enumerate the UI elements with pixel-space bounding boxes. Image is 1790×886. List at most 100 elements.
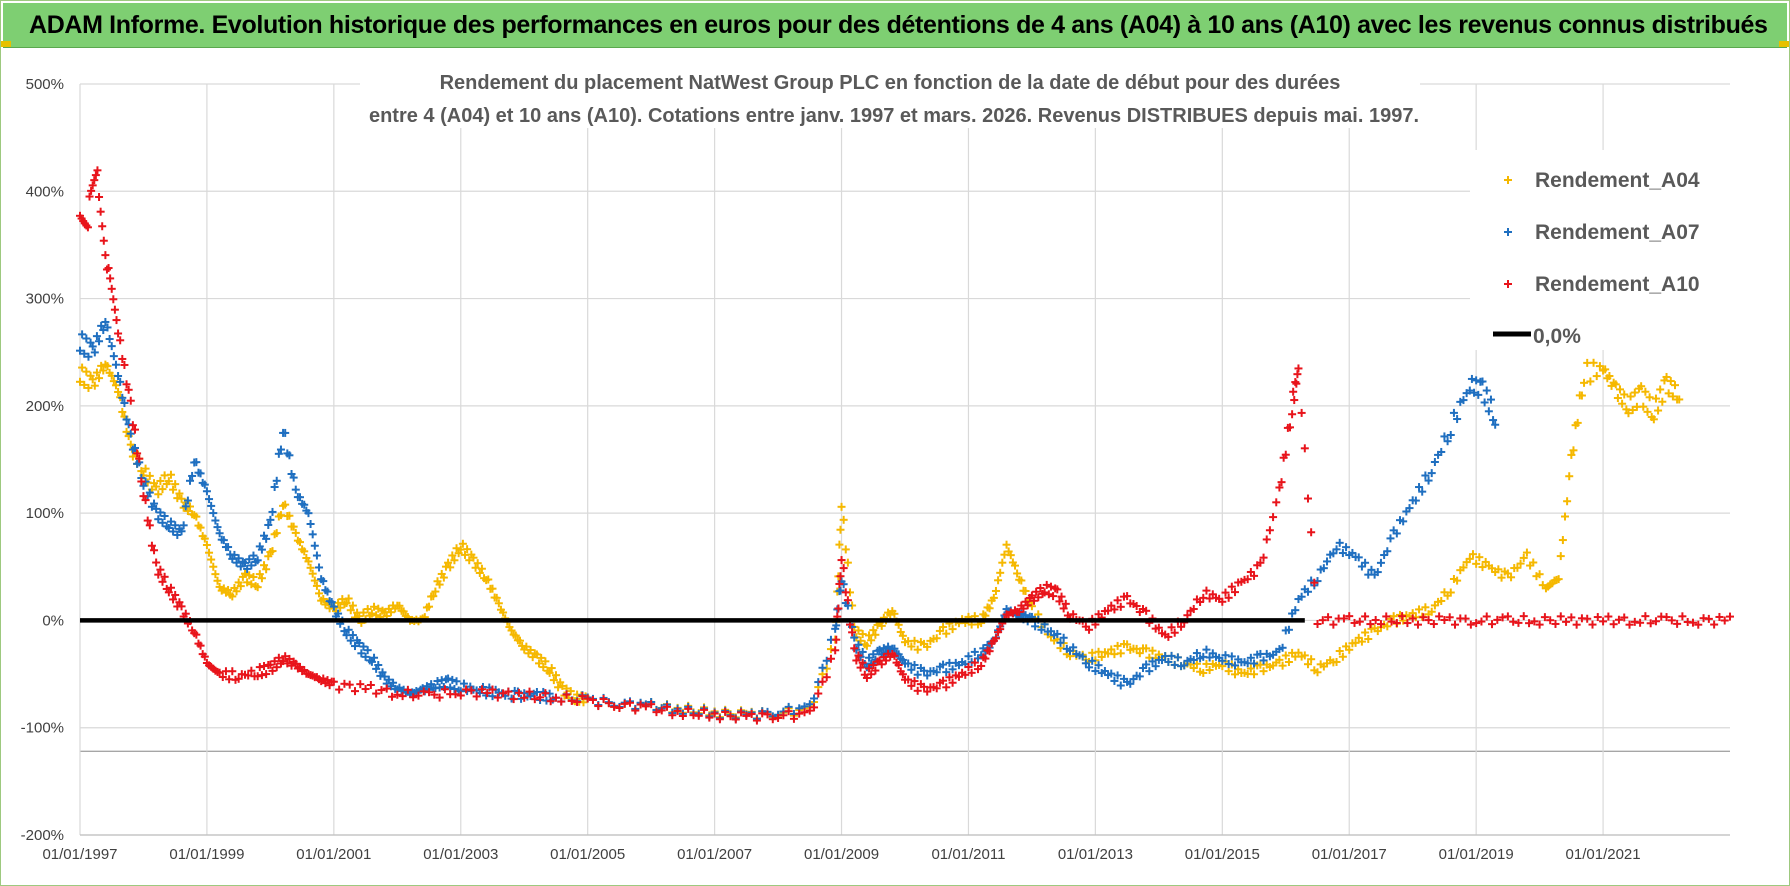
rendement-a10-point <box>96 207 105 216</box>
rendement-a10-point <box>356 680 365 689</box>
rendement-a10-point <box>865 664 874 673</box>
rendement-a04-point <box>211 570 220 579</box>
rendement-a07-point <box>1246 653 1255 662</box>
rendement-a10-point <box>218 673 227 682</box>
rendement-a10-point <box>663 702 672 711</box>
rendement-a10-point <box>1535 620 1544 629</box>
rendement-a10-point <box>913 686 922 695</box>
rendement-a04-point <box>1654 406 1663 415</box>
rendement-a10-point <box>831 646 840 655</box>
rendement-a04-point <box>890 609 899 618</box>
rendement-a07-point <box>97 321 106 330</box>
rendement-a04-point <box>1364 635 1373 644</box>
rendement-a04-point <box>1383 622 1392 631</box>
rendement-a04-point <box>241 569 249 578</box>
rendement-a07-point <box>1107 669 1116 678</box>
rendement-a07-point <box>171 521 180 530</box>
rendement-a10-point <box>1142 606 1151 615</box>
rendement-a10-point <box>1132 601 1141 610</box>
rendement-a04-point <box>154 490 163 499</box>
rendement-a07-point <box>264 520 273 529</box>
rendement-a07-point <box>99 326 108 335</box>
rendement-a10-point <box>1218 597 1227 606</box>
rendement-a07-point <box>389 678 398 687</box>
rendement-a10-point <box>514 688 523 697</box>
rendement-a04-point <box>1516 559 1525 568</box>
rendement-a04-point <box>877 621 886 630</box>
rendement-a07-point <box>818 663 827 672</box>
legend-entry-zero: 0,0% <box>1493 325 1581 348</box>
rendement-a10-point <box>181 609 190 618</box>
rendement-a10-point <box>99 236 108 245</box>
rendement-a10-point <box>152 558 161 567</box>
rendement-a10-point <box>87 186 96 195</box>
rendement-a04-point <box>1313 668 1322 677</box>
rendement-a10-point <box>530 695 539 704</box>
rendement-a04-point <box>264 552 273 561</box>
rendement-a10-point <box>1032 587 1041 596</box>
rendement-a07-point <box>266 515 275 524</box>
rendement-a10-point <box>1646 619 1655 628</box>
rendement-a04-point <box>1472 559 1481 568</box>
rendement-a10-point <box>101 251 110 260</box>
rendement-a04-point <box>871 630 880 639</box>
rendement-a07-point <box>209 509 218 518</box>
rendement-a10-point <box>652 708 661 717</box>
legend-background <box>1470 150 1730 350</box>
rendement-a04-point <box>526 646 535 655</box>
rendement-a10-point <box>731 715 740 724</box>
rendement-a04-point <box>837 502 846 511</box>
rendement-a07-point <box>1135 672 1144 681</box>
rendement-a07-point <box>192 458 201 467</box>
rendement-a10-point <box>1164 632 1173 641</box>
rendement-a04-point <box>257 574 266 583</box>
rendement-a04-point <box>245 571 254 580</box>
rendement-a07-point <box>858 647 867 656</box>
rendement-a07-point <box>150 499 159 508</box>
rendement-a07-point <box>869 650 878 659</box>
rendement-a04-point <box>255 570 264 579</box>
title-background <box>360 60 1420 128</box>
rendement-a07-point <box>177 527 186 536</box>
rendement-a10-point <box>573 697 582 706</box>
rendement-a10-point <box>1231 588 1239 597</box>
rendement-a07-point <box>904 659 913 668</box>
rendement-a10-point <box>1265 526 1274 535</box>
rendement-a07-point <box>1031 622 1040 631</box>
rendement-a07-point <box>164 523 173 532</box>
rendement-a07-point <box>1170 660 1179 669</box>
rendement-a07-point <box>139 481 148 490</box>
rendement-a04-point <box>537 653 546 662</box>
rendement-a04-point <box>1478 563 1487 572</box>
rendement-a10-point <box>1085 625 1094 634</box>
rendement-a04-point <box>183 506 192 515</box>
rendement-a10-point <box>382 684 391 693</box>
rendement-a10-point <box>789 714 798 723</box>
rendement-a07-point <box>118 393 127 402</box>
legend-marker-icon <box>1504 280 1512 288</box>
rendement-a10-point <box>1189 605 1198 614</box>
rendement-a04-point <box>128 452 137 461</box>
rendement-a10-point <box>1583 614 1592 623</box>
rendement-a04-point <box>907 642 916 651</box>
rendement-a07-point <box>344 625 353 634</box>
rendement-a10-point <box>583 694 592 703</box>
rendement-a10-point <box>345 680 354 689</box>
rendement-a10-point <box>1599 617 1608 626</box>
legend-entry: Rendement_A04 <box>1504 169 1700 192</box>
rendement-a10-point <box>260 662 269 671</box>
rendement-a10-point <box>626 698 634 707</box>
rendement-a04-point <box>843 558 852 567</box>
rendement-a07-point <box>1110 676 1119 685</box>
rendement-a10-point <box>281 652 290 661</box>
rendement-a07-point <box>1278 643 1287 652</box>
rendement-a04-point <box>1561 512 1569 521</box>
rendement-a04-point <box>84 383 93 392</box>
rendement-a04-point <box>545 668 554 677</box>
rendement-a07-point <box>970 647 979 656</box>
rendement-a04-point <box>1567 450 1576 459</box>
rendement-a10-point <box>1275 483 1284 492</box>
rendement-a10-point <box>898 670 907 679</box>
rendement-a10-point <box>752 716 761 725</box>
y-tick-label: 300% <box>26 291 64 308</box>
